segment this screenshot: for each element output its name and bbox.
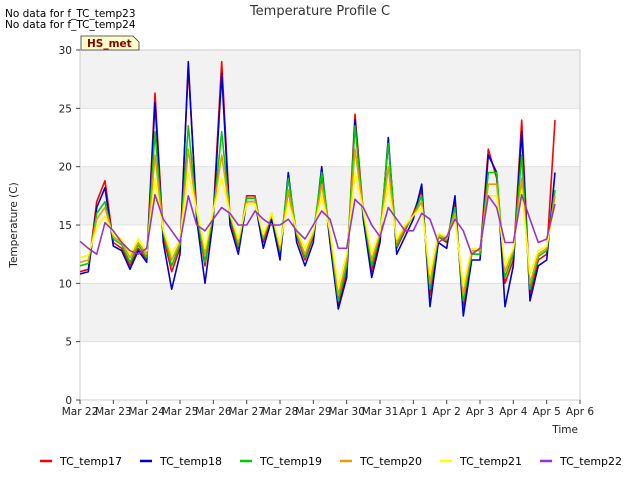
chart-title: Temperature Profile C (249, 4, 390, 19)
x-tick-label: Mar 25 (162, 406, 199, 418)
x-tick-label: Apr 5 (533, 406, 561, 418)
y-tick-label: 5 (65, 337, 72, 349)
legend-label: TC_temp20 (359, 455, 422, 468)
series-line-tc-temp22 (79, 193, 556, 255)
hs-met-label: HS_met (87, 38, 132, 50)
x-tick-label: Apr 2 (433, 406, 461, 418)
y-tick-label: 25 (59, 103, 72, 115)
x-tick-label: Mar 30 (328, 406, 365, 418)
series-layer (79, 60, 556, 317)
y-tick-label: 30 (59, 45, 72, 57)
x-tick-label: Apr 1 (399, 406, 427, 418)
x-tick-label: Mar 24 (128, 406, 165, 418)
x-tick-label: Mar 29 (295, 406, 332, 418)
x-tick-label: Mar 27 (228, 406, 265, 418)
y-tick-label: 15 (59, 220, 72, 232)
grid-band (80, 283, 580, 342)
series-line-tc-temp21 (79, 171, 556, 287)
y-tick-label: 20 (59, 162, 72, 174)
series-line-tc-temp19 (79, 125, 556, 302)
grid-band (80, 108, 580, 167)
y-axis: 0 5 10 15 20 25 30 (59, 45, 80, 407)
legend-label: TC_temp22 (559, 455, 622, 468)
x-tick-label: Apr 4 (499, 406, 528, 418)
legend-label: TC_temp17 (59, 455, 122, 468)
legend: TC_temp17 TC_temp18 TC_temp19 TC_temp20 TC_t… (40, 455, 622, 468)
legend-label: TC_temp21 (459, 455, 522, 468)
x-tick-label: Mar 22 (62, 406, 99, 418)
no-data-message-temp24: No data for f_TC_temp24 (5, 19, 136, 31)
y-tick-label: 10 (59, 278, 72, 290)
x-axis-label: Time (551, 424, 578, 436)
x-tick-label: Mar 26 (195, 406, 232, 418)
hs-met-annotation: HS_met (80, 35, 140, 51)
grid-band (80, 341, 580, 400)
y-tick-label: 0 (65, 395, 72, 407)
legend-label: TC_temp18 (159, 455, 222, 468)
y-axis-label: Temperature (C) (8, 182, 20, 268)
x-tick-label: Mar 31 (362, 406, 399, 418)
grid-band (80, 50, 580, 109)
legend-label: TC_temp19 (259, 455, 322, 468)
x-tick-label: Apr 3 (466, 406, 494, 418)
no-data-message-temp23: No data for f_TC_temp23 (5, 8, 136, 20)
x-tick-label: Mar 23 (95, 406, 132, 418)
x-tick-label: Apr 6 (566, 406, 595, 418)
x-tick-label: Mar 28 (262, 406, 299, 418)
